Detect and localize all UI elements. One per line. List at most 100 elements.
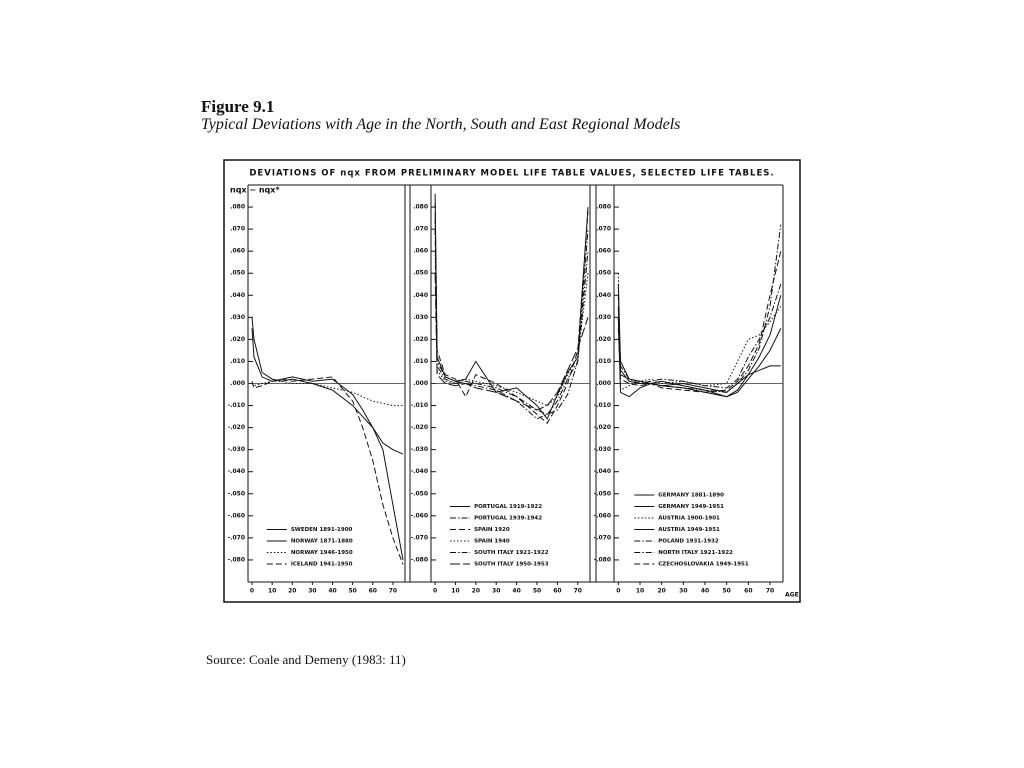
y-tick-label: .050 bbox=[230, 270, 245, 277]
y-tick-label: .020 bbox=[413, 336, 428, 343]
y-axis-label: nqx − nqx* bbox=[230, 186, 280, 195]
x-tick-label: 60 bbox=[369, 588, 377, 595]
legend-label: SWEDEN 1891-1900 bbox=[291, 527, 353, 533]
y-tick-label: .020 bbox=[230, 336, 245, 343]
legend-label: NORWAY 1871-1880 bbox=[291, 539, 353, 545]
x-tick-label: 50 bbox=[348, 588, 356, 595]
y-tick-label: .010 bbox=[230, 358, 245, 365]
y-tick-label: -.050 bbox=[411, 490, 428, 497]
series-line bbox=[434, 251, 589, 407]
x-tick-label: 20 bbox=[657, 588, 665, 595]
legend-label: NORTH ITALY 1921-1922 bbox=[658, 550, 733, 556]
y-tick-label: .040 bbox=[596, 292, 611, 299]
x-tick-label: 10 bbox=[451, 588, 459, 595]
series-line bbox=[251, 317, 404, 455]
y-tick-label: .070 bbox=[596, 226, 611, 233]
x-tick-label: 20 bbox=[472, 588, 480, 595]
y-tick-label: -.020 bbox=[228, 424, 245, 431]
y-tick-label: .000 bbox=[596, 380, 611, 387]
x-tick-label: 10 bbox=[268, 588, 276, 595]
x-tick-label: 0 bbox=[616, 588, 620, 595]
legend-label: SPAIN 1920 bbox=[474, 527, 510, 533]
y-tick-label: -.030 bbox=[411, 446, 428, 453]
y-tick-label: .060 bbox=[230, 248, 245, 255]
chart-frame bbox=[223, 159, 801, 603]
y-tick-label: -.060 bbox=[228, 512, 245, 519]
y-tick-label: .050 bbox=[413, 270, 428, 277]
y-tick-label: -.040 bbox=[594, 468, 611, 475]
x-axis-label: AGE bbox=[785, 592, 799, 599]
series-line bbox=[617, 273, 782, 391]
x-tick-label: 40 bbox=[328, 588, 336, 595]
figure-number: Figure 9.1 bbox=[201, 97, 275, 116]
x-tick-label: 60 bbox=[553, 588, 561, 595]
y-tick-label: .010 bbox=[596, 358, 611, 365]
x-tick-label: 40 bbox=[701, 588, 709, 595]
y-tick-label: -.080 bbox=[594, 556, 611, 563]
y-tick-label: .020 bbox=[596, 336, 611, 343]
y-tick-label: -.040 bbox=[411, 468, 428, 475]
y-tick-label: .080 bbox=[596, 204, 611, 211]
y-tick-label: .050 bbox=[596, 270, 611, 277]
x-tick-label: 0 bbox=[433, 588, 437, 595]
y-tick-label: -.020 bbox=[594, 424, 611, 431]
y-tick-label: -.050 bbox=[594, 490, 611, 497]
y-tick-label: .040 bbox=[230, 292, 245, 299]
x-tick-label: 60 bbox=[744, 588, 752, 595]
y-tick-label: .000 bbox=[230, 380, 245, 387]
y-tick-label: .060 bbox=[413, 248, 428, 255]
series-line bbox=[251, 380, 403, 407]
y-tick-label: -.040 bbox=[228, 468, 245, 475]
legend-label: PORTUGAL 1939-1942 bbox=[474, 516, 542, 522]
y-tick-label: .040 bbox=[413, 292, 428, 299]
y-tick-label: -.050 bbox=[228, 490, 245, 497]
x-tick-label: 50 bbox=[722, 588, 730, 595]
chart-title: DEVIATIONS OF nqx FROM PRELIMINARY MODEL… bbox=[249, 169, 774, 179]
y-tick-label: -.030 bbox=[594, 446, 611, 453]
legend-label: AUSTRIA 1949-1951 bbox=[658, 527, 720, 533]
legend-label: ICELAND 1941-1950 bbox=[291, 562, 353, 568]
series-line bbox=[251, 376, 404, 565]
legend-label: PORTUGAL 1919-1922 bbox=[474, 504, 542, 510]
series-line bbox=[434, 273, 589, 411]
y-tick-label: .030 bbox=[413, 314, 428, 321]
legend-label: SOUTH ITALY 1921-1922 bbox=[474, 550, 549, 556]
figure-caption: Typical Deviations with Age in the North… bbox=[201, 116, 681, 133]
y-tick-label: -.080 bbox=[411, 556, 428, 563]
y-tick-label: -.010 bbox=[594, 402, 611, 409]
series-line bbox=[617, 224, 782, 393]
y-tick-label: -.030 bbox=[228, 446, 245, 453]
series-line bbox=[434, 229, 589, 420]
series-line bbox=[434, 202, 589, 424]
y-tick-label: -.020 bbox=[411, 424, 428, 431]
x-tick-label: 30 bbox=[308, 588, 316, 595]
y-tick-label: -.010 bbox=[228, 402, 245, 409]
x-tick-label: 10 bbox=[636, 588, 644, 595]
y-tick-label: .030 bbox=[596, 314, 611, 321]
y-tick-label: -.070 bbox=[594, 534, 611, 541]
y-tick-label: -.070 bbox=[228, 534, 245, 541]
x-tick-label: 30 bbox=[492, 588, 500, 595]
legend-label: POLAND 1931-1932 bbox=[658, 539, 719, 545]
y-tick-label: .000 bbox=[413, 380, 428, 387]
y-tick-label: .060 bbox=[596, 248, 611, 255]
y-tick-label: .080 bbox=[230, 204, 245, 211]
y-tick-label: .030 bbox=[230, 314, 245, 321]
x-tick-label: 30 bbox=[679, 588, 687, 595]
legend-label: AUSTRIA 1900-1901 bbox=[658, 516, 720, 522]
x-tick-label: 70 bbox=[766, 588, 774, 595]
legend-label: SPAIN 1940 bbox=[474, 539, 510, 545]
legend-label: SOUTH ITALY 1950-1953 bbox=[474, 562, 549, 568]
x-tick-label: 0 bbox=[250, 588, 254, 595]
x-tick-label: 70 bbox=[389, 588, 397, 595]
series-line bbox=[617, 284, 782, 389]
y-tick-label: -.080 bbox=[228, 556, 245, 563]
y-tick-label: -.010 bbox=[411, 402, 428, 409]
y-tick-label: -.070 bbox=[411, 534, 428, 541]
source-note: Source: Coale and Demeny (1983: 11) bbox=[206, 652, 406, 667]
legend-label: GERMANY 1881-1890 bbox=[658, 493, 724, 499]
y-tick-label: .070 bbox=[230, 226, 245, 233]
legend-label: NORWAY 1946-1950 bbox=[291, 550, 353, 556]
